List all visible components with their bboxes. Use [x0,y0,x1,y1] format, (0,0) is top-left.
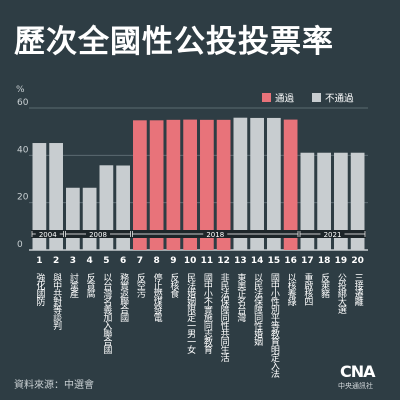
referendum-name-4: 反貪腐 [85,273,96,299]
year-label-bg-2008 [86,230,110,238]
referendum-name-13: 東奧正名台灣 [235,272,246,323]
referendum-name-15: 國中小性別平等教育明定入法 [269,273,280,379]
bar-17 [300,152,315,250]
cna-logo-name: 中央通訊社 [338,382,373,390]
referendum-name-17: 重啟核四 [302,272,313,306]
legend-swatch-failed [312,93,321,102]
x-tick-label-5: 5 [103,256,109,266]
x-tick-label-10: 10 [184,256,197,266]
source-note: 資料來源：中選會 [14,380,94,391]
x-tick-label-16: 16 [284,256,297,266]
x-tick-label-1: 1 [36,256,42,266]
bar-4 [82,187,97,250]
year-label-2018: 2018 [206,231,224,239]
referendum-name-10: 民法婚姻限定一男一女 [185,273,196,355]
bar-5 [99,165,114,250]
y-tick-label-40: 40 [17,145,29,155]
year-label-2004: 2004 [39,231,57,239]
x-tick-label-17: 17 [301,256,314,266]
referendum-name-12: 非民法保障同性共同生活 [219,272,230,363]
y-unit-label: % [16,85,25,95]
bar-15 [267,117,281,250]
x-tick-label-4: 4 [86,256,92,266]
x-tick-label-19: 19 [335,256,348,266]
x-tick-label-20: 20 [351,256,364,266]
bar-20 [350,152,365,250]
referendum-name-16: 以核養綠 [286,273,297,307]
bar-6 [116,165,130,250]
x-tick-label-13: 13 [234,256,247,266]
referendum-name-8: 停止燃煤發電 [152,272,163,322]
x-tick-label-8: 8 [153,256,159,266]
referendum-name-14: 以民法保障同性婚姻 [252,273,263,347]
referendum-name-19: 公投綁大選 [336,273,347,315]
x-tick-label-18: 18 [318,256,331,266]
x-tick-label-3: 3 [70,256,76,266]
referendum-name-18: 反萊豬 [319,273,330,299]
referendum-name-3: 討黨產 [68,272,79,299]
legend-label-passed: 通過 [275,93,295,105]
cna-logo-mark: CNA [340,362,376,381]
x-tick-label-7: 7 [137,256,143,266]
bar-14 [250,117,264,250]
referendum-name-11: 國中小不實施同志教育 [202,273,213,355]
bar-10 [183,119,197,250]
bar-18 [317,152,331,250]
referendum-name-2: 與中共對等談判 [51,272,62,331]
bar-1 [32,143,47,250]
x-tick-label-15: 15 [268,256,281,266]
x-tick-label-9: 9 [170,256,176,266]
x-tick-label-2: 2 [53,256,59,266]
bar-19 [334,152,348,250]
referendum-name-7: 反空污 [135,273,146,299]
legend-swatch-passed [262,93,271,102]
bar-12 [216,119,231,250]
legend-label-failed: 不通過 [325,93,354,105]
x-tick-label-14: 14 [251,256,264,266]
bar-3 [66,187,80,250]
bar-13 [233,117,248,250]
bar-7 [133,120,147,250]
bar-2 [49,143,63,250]
year-label-bg-2004 [35,230,60,238]
x-tick-label-6: 6 [120,256,126,266]
year-label-2008: 2008 [89,231,107,239]
y-tick-label-20: 20 [17,193,29,203]
x-tick-label-11: 11 [201,256,214,266]
bar-8 [149,120,164,250]
y-tick-label-0: 0 [17,240,23,250]
x-tick-label-12: 12 [217,256,230,266]
referendum-name-5: 以台灣名義加入聯合國 [101,273,112,355]
year-label-bg-2018 [203,230,228,238]
page-title: 歷次全國性公投投票率 [14,24,334,60]
bar-16 [283,119,298,250]
referendum-name-6: 務實返聯合國 [118,272,129,323]
year-label-2021: 2021 [324,231,342,239]
y-tick-label-60: 60 [17,98,29,108]
referendum-name-9: 反核食 [168,273,179,299]
bar-9 [166,119,181,250]
referendum-name-1: 強化國防 [34,272,45,307]
cna-logo: CNA 中央通訊社 [338,362,396,392]
bar-11 [200,119,214,250]
referendum-name-20: 三接遷離 [353,273,364,307]
year-label-bg-2021 [320,230,345,238]
